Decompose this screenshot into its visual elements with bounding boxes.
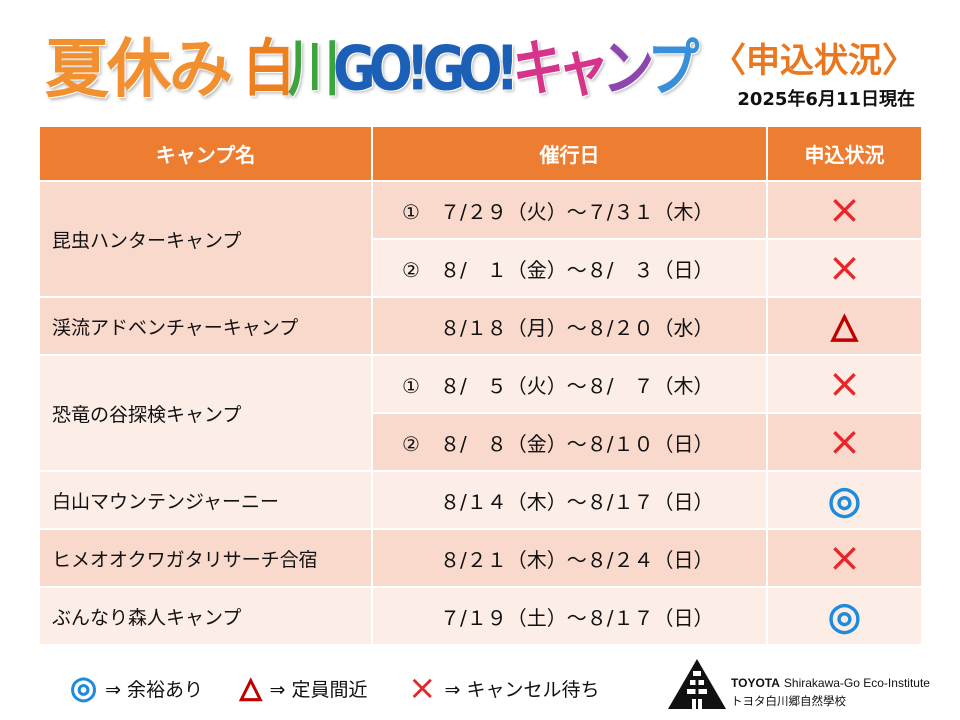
logo-institute-name: Shirakawa-Go Eco-Institute: [783, 676, 930, 690]
table-row: ぶんなり森人キャンプ ７/１９（土）～８/１７（日） ◎: [38, 586, 923, 646]
date-cell: ① ８/ ５（火）～８/ ７（木）: [371, 354, 768, 414]
date-range: ７/１９（土）～８/１７（日）: [440, 605, 714, 630]
status-triangle-symbol: △: [831, 306, 859, 346]
legend-item-available: ◎ ⇒ 余裕あり: [69, 669, 204, 706]
date-cell: ② ８/ ８（金）～８/１０（日）: [371, 412, 768, 472]
table-row: 渓流アドベンチャーキャンプ ８/１８（月）～８/２０（水） △: [38, 296, 923, 356]
table-header-row: キャンプ名 催行日 申込状況: [38, 125, 923, 182]
session-number: ②: [402, 431, 420, 456]
table-row: 恐竜の谷探検キャンプ ① ８/ ５（火）～８/ ７（木） ×: [38, 354, 923, 472]
legend-label: ⇒ キャンセル待ち: [444, 678, 600, 701]
status-heading: 〈申込状況〉: [712, 41, 916, 81]
date-cell: ８/２１（木）～８/２４（日）: [371, 528, 768, 588]
status-cross-symbol: ×: [827, 419, 862, 465]
table-row: ② ８/ １（金）～８/ ３（日） ×: [39, 238, 923, 298]
title-segment-kya: キャ: [512, 33, 609, 105]
date-range: ８/ １（金）～８/ ３（日）: [440, 257, 714, 282]
status-double-circle-symbol: ◎: [827, 478, 862, 522]
status-cell: ×: [766, 528, 923, 588]
legend-item-nearly-full: △ ⇒ 定員間近: [239, 670, 368, 706]
status-cross-symbol: ×: [827, 361, 862, 407]
page-title: 夏休み 白川GO!GO!キャンプ: [45, 33, 699, 105]
title-summer-vacation: 夏休み: [45, 33, 233, 107]
date-cell: ② ８/ １（金）～８/ ３（日）: [371, 238, 768, 298]
camp-status-table: キャンプ名 催行日 申込状況 昆虫ハンターキャンプ ① ７/２９（火）～７/３１（…: [38, 125, 923, 646]
camp-name-cell: 昆虫ハンターキャンプ: [38, 180, 373, 298]
table-row: 昆虫ハンターキャンプ ① ７/２９（火）～７/３１（木） ×: [38, 180, 923, 298]
title-segment-go-1: GO!: [333, 33, 430, 105]
legend-label: ⇒ 定員間近: [269, 678, 368, 701]
status-double-circle-symbol: ◎: [827, 594, 862, 638]
date-range: ７/２９（火）～７/３１（木）: [440, 199, 714, 224]
logo-english-name: TOYOTA Shirakawa-Go Eco-Institute: [731, 676, 930, 690]
header-camp-name: キャンプ名: [38, 125, 373, 182]
table-row: 白山マウンテンジャーニー ８/１４（木）～８/１７（日） ◎: [38, 470, 923, 530]
logo-japanese-name: トヨタ白川郷自然學校: [731, 694, 846, 708]
cross-symbol: ×: [408, 668, 437, 708]
status-cell: ◎: [766, 470, 923, 530]
date-cell: ８/１４（木）～８/１７（日）: [371, 470, 768, 530]
session-number: ②: [402, 257, 420, 282]
status-cell: △: [766, 296, 923, 356]
double-circle-symbol: ◎: [69, 669, 98, 706]
status-cross-symbol: ×: [827, 187, 862, 233]
session-number: ①: [402, 199, 420, 224]
status-cross-symbol: ×: [827, 535, 862, 581]
date-range: ８/１４（木）～８/１７（日）: [440, 489, 714, 514]
status-cross-symbol: ×: [827, 245, 862, 291]
triangle-symbol: △: [239, 671, 262, 704]
table-row: ② ８/ ８（金）～８/１０（日） ×: [39, 412, 923, 472]
title-segment-go-2: GO!: [422, 33, 520, 105]
title-segment-shiro: 白: [243, 33, 295, 105]
logo-brand: TOYOTA: [731, 676, 780, 690]
title-segment-kawa: 川: [288, 33, 340, 105]
camp-name-cell: 恐竜の谷探検キャンプ: [38, 354, 373, 472]
as-of-date: 2025年6月11日現在: [737, 89, 915, 110]
legend-label: ⇒ 余裕あり: [105, 678, 204, 701]
status-cell: ◎: [766, 586, 923, 646]
status-cell: ×: [766, 238, 923, 298]
status-cell: ×: [766, 180, 923, 240]
camp-name-cell: ぶんなり森人キャンプ: [38, 586, 373, 646]
gassho-house-icon: [668, 659, 726, 709]
header-dates: 催行日: [371, 125, 768, 182]
camp-name-cell: 白山マウンテンジャーニー: [38, 470, 373, 530]
date-range: ８/ ５（火）～８/ ７（木）: [440, 373, 714, 398]
title-segment-pu: プ: [647, 33, 699, 105]
date-range: ８/ ８（金）～８/１０（日）: [440, 431, 714, 456]
header-status: 申込状況: [766, 125, 923, 182]
title-segment-n: ン: [602, 33, 654, 105]
session-number: ①: [402, 373, 420, 398]
date-cell: ８/１８（月）～８/２０（水）: [371, 296, 768, 356]
camp-name-cell: ヒメオオクワガタリサーチ合宿: [38, 528, 373, 588]
date-range: ８/２１（木）～８/２４（日）: [440, 547, 714, 572]
date-cell: ① ７/２９（火）～７/３１（木）: [371, 180, 768, 240]
table-row: ヒメオオクワガタリサーチ合宿 ８/２１（木）～８/２４（日） ×: [38, 528, 923, 588]
date-cell: ７/１９（土）～８/１７（日）: [371, 586, 768, 646]
date-range: ８/１８（月）～８/２０（水）: [440, 315, 714, 340]
camp-name-cell: 渓流アドベンチャーキャンプ: [38, 296, 373, 356]
legend-item-waitlist: × ⇒ キャンセル待ち: [408, 670, 599, 706]
status-cell: ×: [766, 412, 923, 472]
status-cell: ×: [766, 354, 923, 414]
